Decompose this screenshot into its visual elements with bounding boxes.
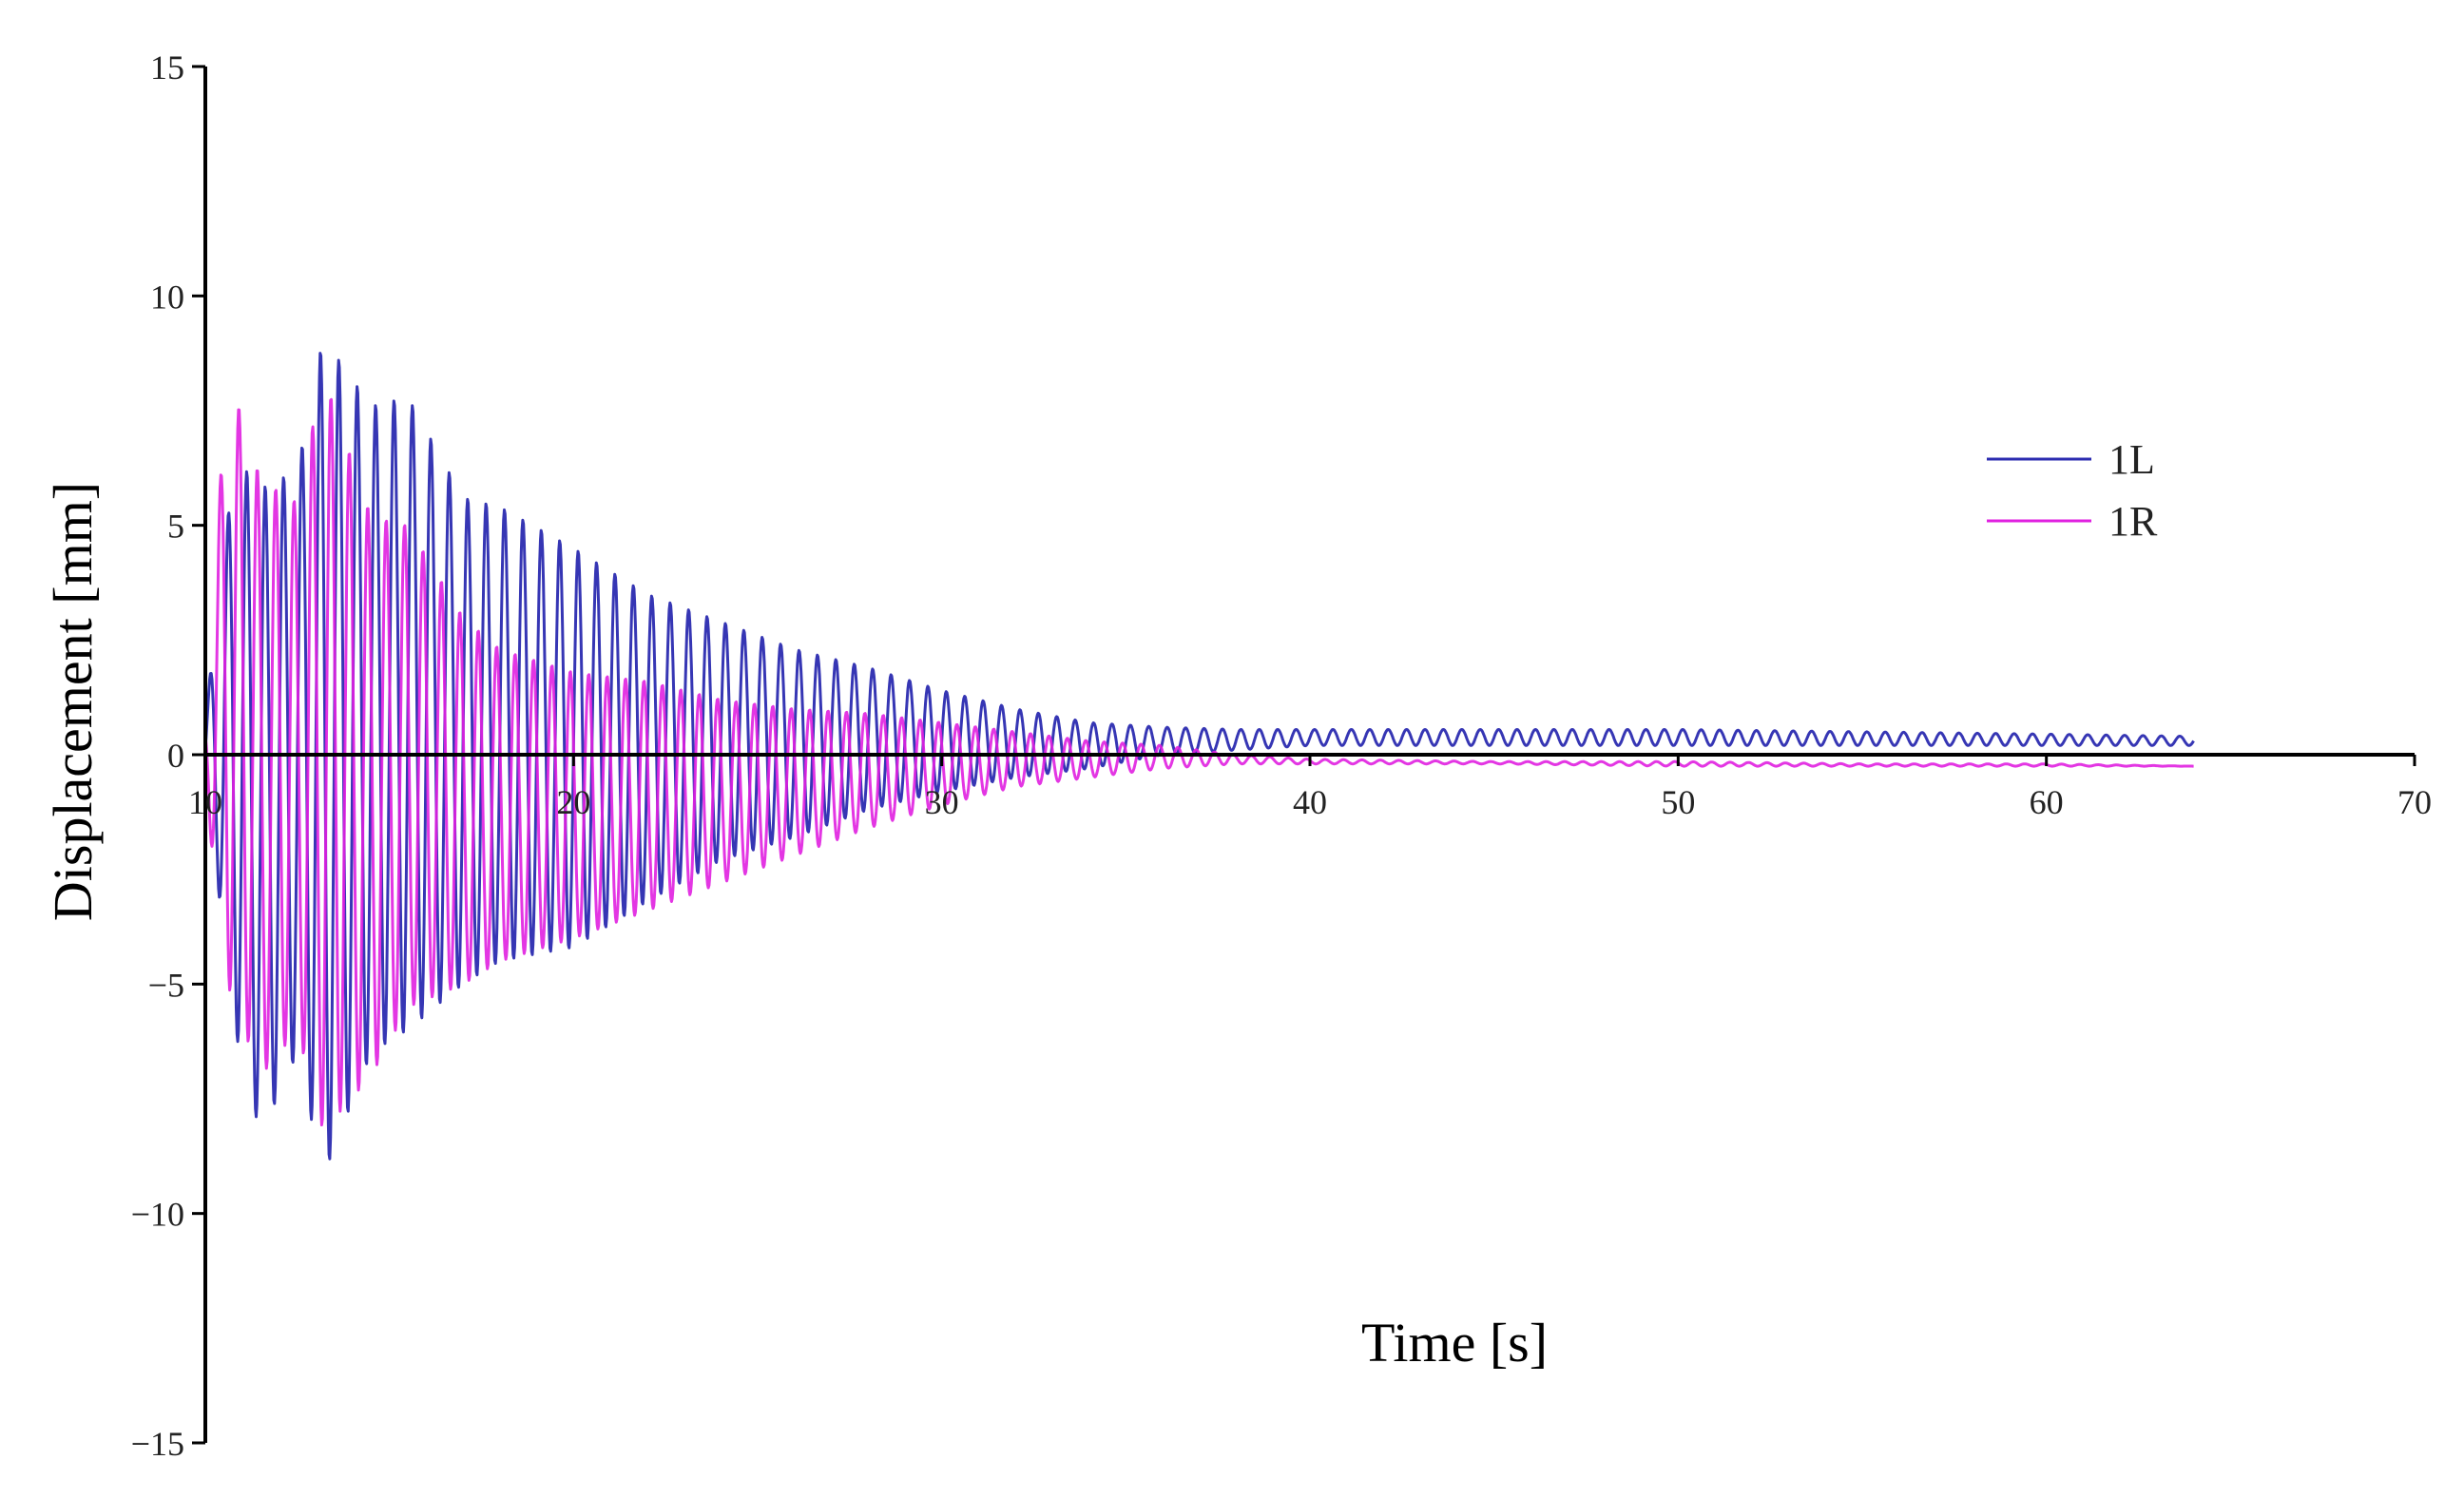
x-tick-label: 10	[188, 783, 222, 821]
x-axis-title: Time [s]	[1361, 1312, 1548, 1373]
x-tick-label: 20	[556, 783, 590, 821]
series-line-1R	[203, 397, 2195, 1126]
y-tick-label: 5	[167, 508, 184, 546]
x-tick-label: 30	[925, 783, 959, 821]
x-tick-label: 60	[2030, 783, 2064, 821]
y-tick-label: 15	[150, 48, 184, 86]
y-tick-label: −15	[131, 1425, 184, 1463]
y-tick-label: 10	[150, 278, 184, 316]
legend-label-1R: 1R	[2108, 498, 2158, 545]
y-axis-title: Displacement [mm]	[42, 482, 104, 921]
y-tick-label: −10	[131, 1196, 184, 1234]
x-tick-label: 50	[1661, 783, 1695, 821]
x-tick-label: 70	[2397, 783, 2432, 821]
legend-label-1L: 1L	[2108, 436, 2155, 483]
x-tick-label: 40	[1293, 783, 1327, 821]
y-tick-label: −5	[148, 966, 184, 1004]
y-tick-label: 0	[167, 737, 184, 775]
